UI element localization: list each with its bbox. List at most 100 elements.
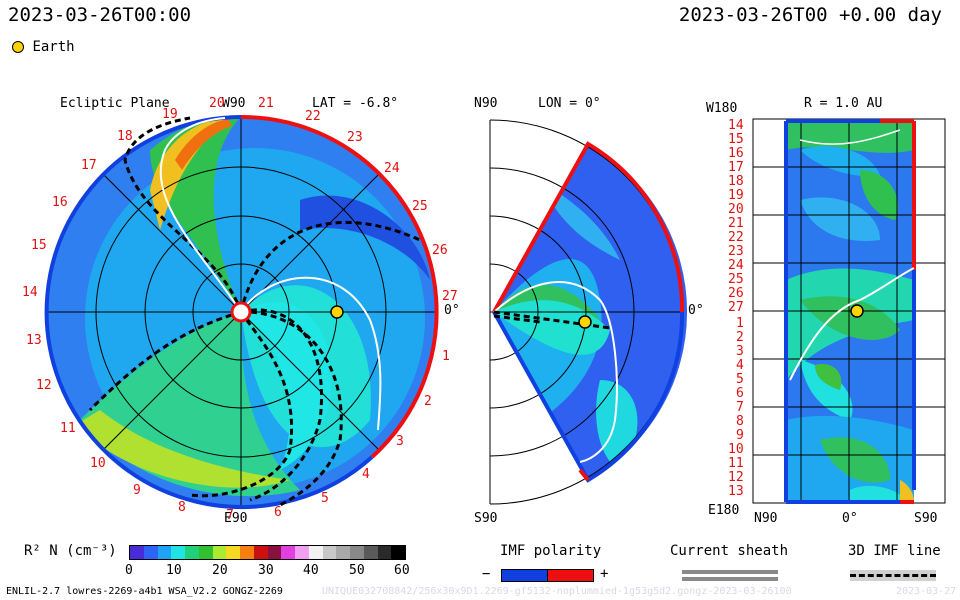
ecl-rot-24: 24 (384, 161, 400, 176)
meridional-bottom-label: S90 (474, 511, 498, 526)
meridional-lon-label: LON = 0° (538, 96, 601, 111)
meridional-earth-marker (578, 315, 592, 329)
rad-rot-12: 12 (728, 470, 744, 485)
rad-rot-1: 1 (736, 316, 744, 331)
right-timestamp: 2023-03-26T00 +0.00 day (678, 4, 942, 26)
model-info: ENLIL-2.7 lowres-2269-a4b1 WSA_V2.2 GONG… (6, 586, 283, 597)
rad-rot-2: 2 (736, 330, 744, 345)
rad-rot-24: 24 (728, 258, 744, 273)
radial-x-n90: N90 (754, 511, 778, 526)
imf-line-label: 3D IMF line (848, 543, 941, 559)
earth-legend-label: Earth (32, 39, 75, 55)
ecl-rot-3: 3 (396, 434, 404, 449)
rad-rot-8: 8 (736, 414, 744, 429)
colorbar-swatch (157, 546, 172, 559)
earth-legend-icon (12, 41, 24, 53)
ecl-rot-2: 2 (424, 394, 432, 409)
colorbar-tick-40: 40 (303, 563, 319, 578)
date-stamp: 2023-03-27 (896, 586, 957, 597)
left-timestamp: 2023-03-26T00:00 (8, 4, 192, 26)
colorbar-swatch (226, 546, 240, 559)
rad-rot-20: 20 (728, 202, 744, 217)
colorbar (129, 545, 406, 560)
ecl-rot-10: 10 (90, 456, 106, 471)
rad-rot-9: 9 (736, 428, 744, 443)
radial-bottom-left-label: E180 (708, 503, 740, 518)
ecl-rot-13: 13 (26, 333, 42, 348)
ecl-rot-9: 9 (133, 483, 141, 498)
rad-rot-13: 13 (728, 484, 744, 499)
rad-rot-14: 14 (728, 118, 744, 133)
rad-rot-7: 7 (736, 400, 744, 415)
colorbar-swatch (281, 546, 295, 559)
colorbar-swatch (308, 546, 323, 559)
colorbar-label: R² N (cm⁻³) (24, 543, 117, 559)
ecl-rot-21: 21 (258, 96, 274, 111)
ecl-rot-4: 4 (362, 467, 370, 482)
colorbar-swatch (130, 546, 144, 559)
colorbar-swatch (240, 546, 254, 559)
imf-polarity-negative-swatch (501, 569, 548, 582)
colorbar-swatch (391, 546, 405, 559)
rad-rot-25: 25 (728, 272, 744, 287)
ecl-rot-20: 20 (209, 96, 225, 111)
ecl-rot-15: 15 (31, 238, 47, 253)
radial-x-0: 0° (842, 511, 858, 526)
ecliptic-bottom-label: E90 (224, 511, 248, 526)
ecl-rot-1: 1 (442, 349, 450, 364)
colorbar-swatch (185, 546, 199, 559)
ecl-rot-23: 23 (347, 130, 363, 145)
colorbar-swatch (171, 546, 185, 559)
rad-rot-4: 4 (736, 358, 744, 373)
imf-line-swatch (850, 574, 936, 577)
rad-rot-27: 27 (728, 300, 744, 315)
rad-rot-22: 22 (728, 230, 744, 245)
earth-legend: Earth (12, 39, 75, 55)
rad-rot-17: 17 (728, 160, 744, 175)
rad-rot-6: 6 (736, 386, 744, 401)
ecl-rot-7: 7 (226, 508, 234, 523)
ecl-rot-11: 11 (60, 421, 76, 436)
colorbar-tick-30: 30 (258, 563, 274, 578)
rad-rot-16: 16 (728, 146, 744, 161)
ecliptic-right-label: 0° (444, 303, 460, 318)
colorbar-tick-60: 60 (394, 563, 410, 578)
meridional-right-label: 0° (688, 303, 704, 318)
ecl-rot-6: 6 (274, 505, 282, 520)
colorbar-swatch (377, 546, 392, 559)
imf-polarity-minus: − (482, 566, 491, 582)
ecl-rot-18: 18 (117, 129, 133, 144)
rad-rot-23: 23 (728, 244, 744, 259)
ecl-rot-25: 25 (412, 199, 428, 214)
rad-rot-5: 5 (736, 372, 744, 387)
ecl-rot-27: 27 (442, 289, 458, 304)
current-sheath-label: Current sheath (670, 543, 789, 559)
rad-rot-11: 11 (728, 456, 744, 471)
colorbar-swatch (267, 546, 282, 559)
colorbar-swatch (350, 546, 364, 559)
rad-rot-21: 21 (728, 216, 744, 231)
colorbar-swatch (336, 546, 350, 559)
imf-polarity-plus: + (600, 566, 609, 582)
ecl-rot-17: 17 (81, 158, 97, 173)
current-sheath-swatch-bottom (682, 577, 778, 581)
ecliptic-title: Ecliptic Plane (60, 96, 170, 111)
ecl-rot-8: 8 (178, 500, 186, 515)
ecliptic-top-label: W90 (222, 96, 246, 111)
meridional-top-label: N90 (474, 96, 498, 111)
ecliptic-lat-label: LAT = -6.8° (312, 96, 399, 111)
ecl-rot-14: 14 (22, 285, 38, 300)
ecl-rot-12: 12 (36, 378, 52, 393)
rad-rot-19: 19 (728, 188, 744, 203)
run-id: UNIQUE032708842/256x30x9D1.2269-gf5132-n… (322, 586, 792, 597)
rad-rot-18: 18 (728, 174, 744, 189)
rad-rot-10: 10 (728, 442, 744, 457)
current-sheath-swatch-top (682, 570, 778, 574)
ecl-rot-16: 16 (52, 195, 68, 210)
radial-earth-marker (850, 304, 864, 318)
radial-top-left-label: W180 (706, 101, 738, 116)
colorbar-tick-20: 20 (212, 563, 228, 578)
